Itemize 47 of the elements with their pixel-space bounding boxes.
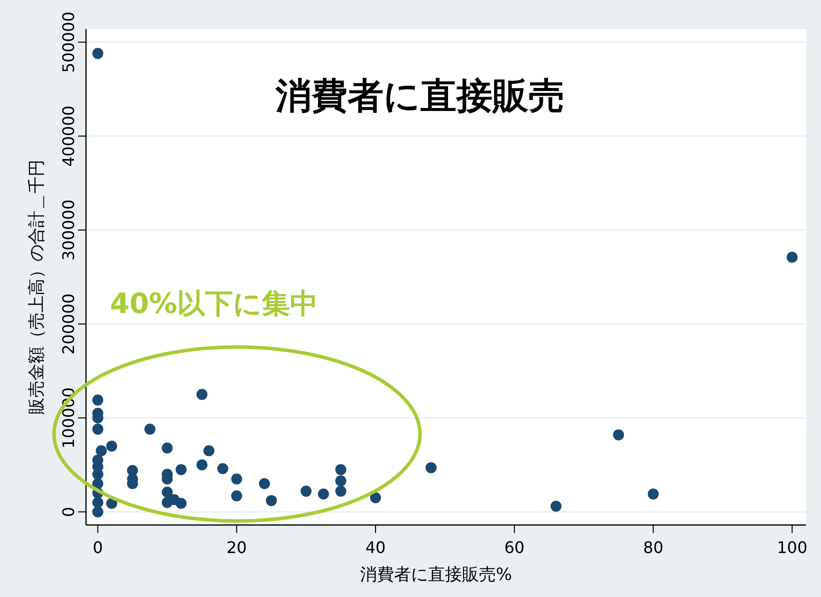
point: [231, 473, 242, 484]
x-tick-label: 100: [776, 538, 808, 557]
point: [106, 498, 118, 509]
point: [92, 496, 104, 508]
point: [426, 462, 437, 474]
point: [335, 486, 346, 497]
x-tick-label: 80: [643, 538, 664, 557]
y-axis-title: 販売金額（売上高）の合計＿千円: [27, 160, 47, 414]
point: [258, 478, 270, 490]
point: [203, 445, 214, 456]
point: [162, 486, 173, 498]
point: [231, 490, 242, 502]
point: [318, 488, 329, 500]
annotation: 40%以下に集中: [110, 287, 318, 320]
point: [106, 440, 118, 452]
y-tick-label: 400000: [59, 106, 78, 167]
point: [196, 388, 208, 400]
x-axis-title: 消費者に直接販売%: [360, 565, 512, 585]
point: [92, 506, 104, 518]
text: 消費者に直接販売: [274, 76, 564, 117]
point: [335, 475, 346, 486]
point: [300, 486, 312, 497]
x-tick-label: 20: [226, 538, 247, 557]
point: [786, 252, 798, 263]
x-tick-label: 0: [92, 538, 103, 557]
y-tick-label: 500000: [59, 12, 78, 73]
point: [144, 424, 156, 435]
point: [196, 459, 208, 470]
point: [613, 429, 624, 440]
point: [176, 498, 187, 509]
y-tick-label: 0: [59, 506, 78, 517]
y-tick-label: 200000: [59, 293, 78, 355]
point: [176, 464, 187, 476]
point: [550, 500, 562, 512]
point: [92, 394, 104, 406]
point: [648, 488, 659, 500]
x-tick-label: 40: [365, 538, 386, 557]
x-tick-label: 60: [504, 538, 525, 557]
y-tick-label: 300000: [59, 199, 78, 261]
point: [96, 445, 107, 456]
point: [162, 442, 173, 454]
point: [92, 424, 104, 435]
point: [370, 492, 382, 504]
point: [92, 48, 104, 59]
point: [217, 463, 228, 474]
point: [335, 464, 346, 476]
point: [266, 495, 277, 506]
